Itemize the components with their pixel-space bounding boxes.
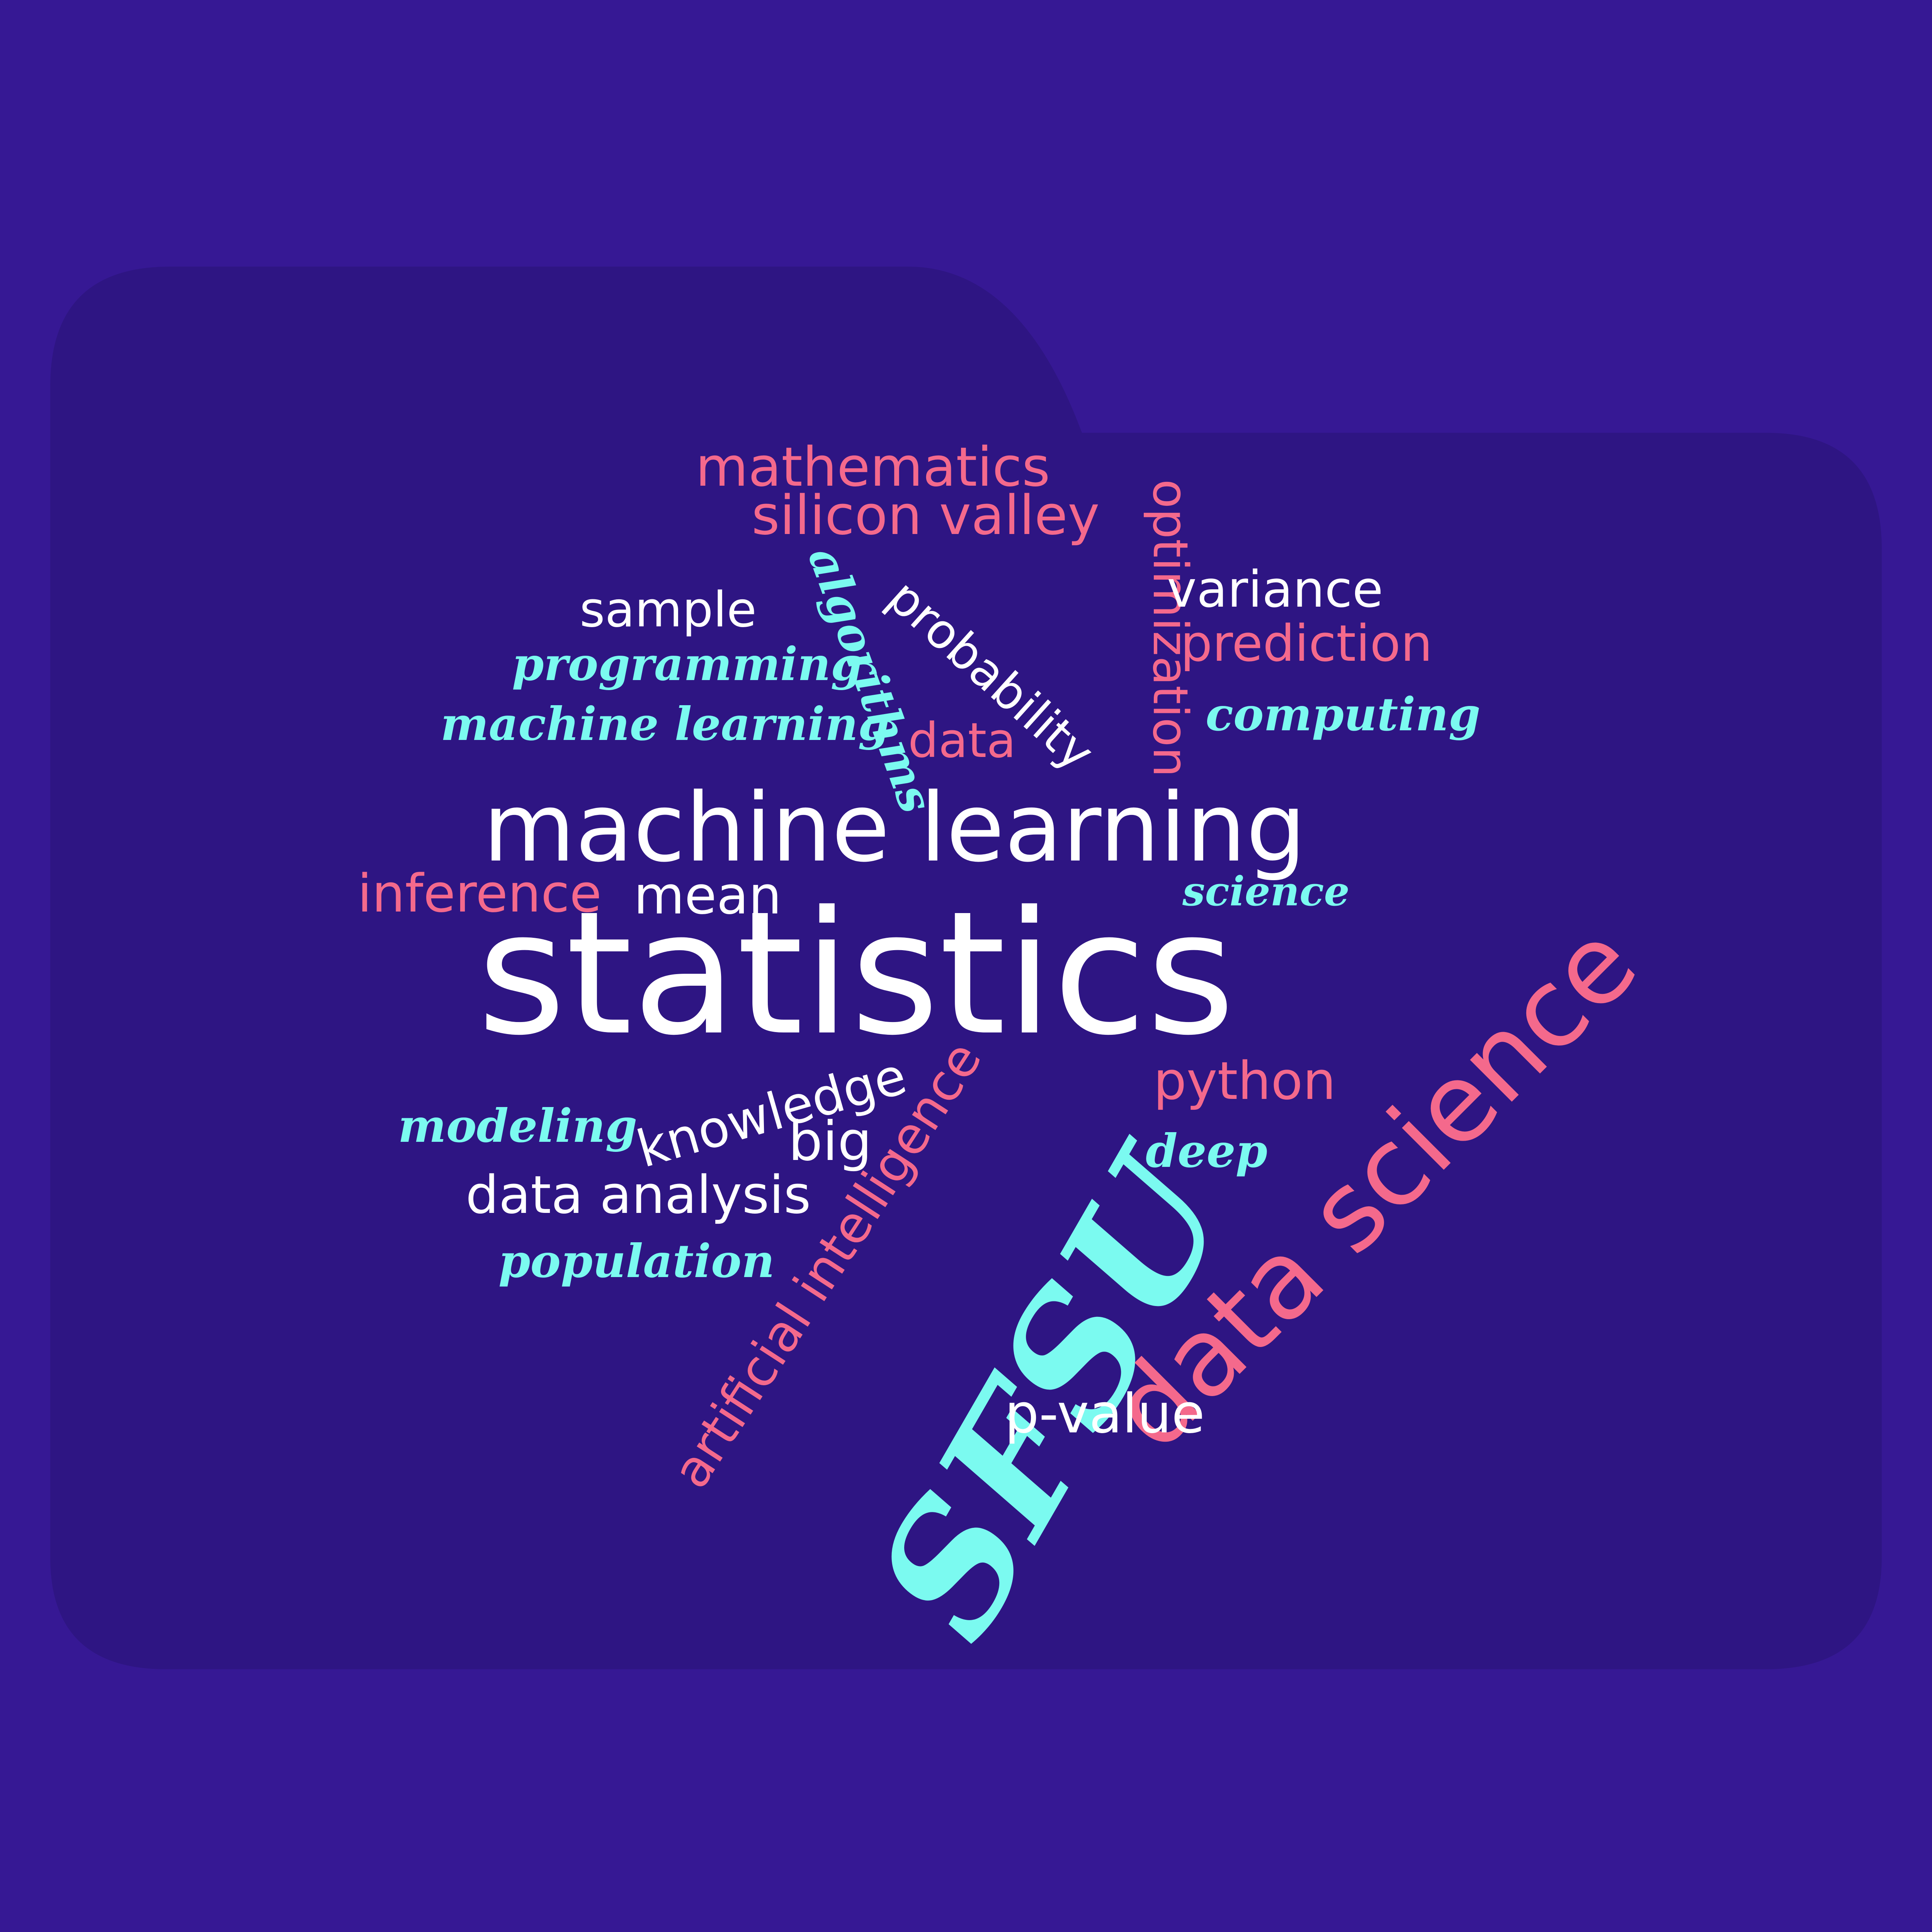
word-python: python bbox=[1153, 1051, 1336, 1111]
word-machine-learning-small: machine learning bbox=[440, 697, 890, 751]
word-data-small: data bbox=[908, 713, 1016, 769]
word-mean: mean bbox=[634, 865, 782, 926]
word-population: population bbox=[498, 1234, 775, 1288]
word-deep: deep bbox=[1146, 1124, 1268, 1178]
word-mathematics: mathematics bbox=[696, 436, 1050, 499]
word-programming: programming bbox=[512, 637, 863, 691]
word-inference: inference bbox=[357, 863, 602, 924]
folder-body bbox=[50, 267, 1882, 1669]
word-prediction: prediction bbox=[1180, 614, 1433, 673]
word-computing: computing bbox=[1206, 687, 1481, 741]
word-statistics: statistics bbox=[477, 875, 1235, 1073]
word-big: big bbox=[788, 1110, 872, 1173]
word-variance: variance bbox=[1167, 560, 1383, 619]
word-sample: sample bbox=[580, 581, 757, 638]
word-data-analysis: data analysis bbox=[466, 1165, 811, 1225]
word-silicon-valley: silicon valley bbox=[752, 484, 1100, 547]
word-modeling: modeling bbox=[398, 1099, 638, 1153]
word-machine-learning-large: machine learning bbox=[483, 773, 1306, 883]
word-p-value: p-value bbox=[1005, 1383, 1205, 1446]
word-science: science bbox=[1182, 867, 1350, 915]
